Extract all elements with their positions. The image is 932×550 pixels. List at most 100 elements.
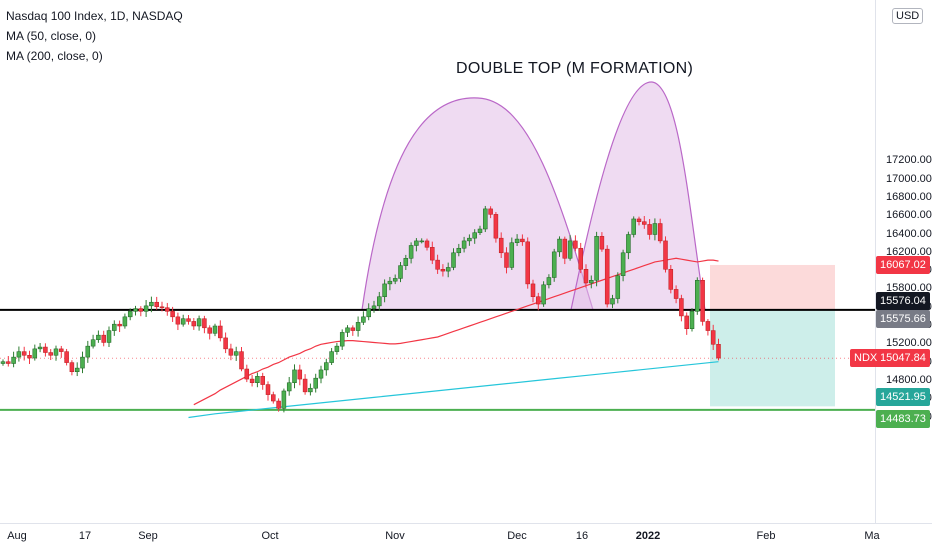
candle-up <box>451 252 456 268</box>
candle-up <box>255 376 260 383</box>
ma50-line <box>193 257 719 406</box>
candle-down <box>488 208 493 215</box>
candle-up <box>620 252 626 276</box>
candle-up <box>371 305 377 309</box>
candle-up <box>387 280 393 285</box>
candle-down <box>684 315 689 329</box>
time-tick-label: 16 <box>575 530 589 542</box>
time-tick-label: Ma <box>864 530 880 542</box>
candle-up <box>689 311 695 329</box>
candle-down <box>117 323 122 327</box>
candle-down <box>536 296 541 305</box>
candle-down <box>673 289 679 299</box>
candle-up <box>514 238 520 243</box>
price-tick-label: 14800.00 <box>886 373 932 386</box>
candle-up <box>472 232 477 239</box>
ndx-symbol: NDX <box>854 352 878 365</box>
candle-down <box>716 344 721 359</box>
candle-down <box>244 368 250 380</box>
candle-down <box>668 269 674 290</box>
candle-down <box>657 223 663 242</box>
candle-down <box>440 269 446 272</box>
position-zones <box>710 264 835 407</box>
candle-up <box>695 280 700 312</box>
legend-symbol[interactable]: Nasdaq 100 Index, 1D, NASDAQ <box>6 9 183 23</box>
time-tick-label: 2022 <box>635 530 661 542</box>
candle-up <box>615 275 621 299</box>
candle-down <box>520 238 525 243</box>
candle-down <box>636 218 642 222</box>
candle-up <box>445 267 451 272</box>
price-tick-label: 16200.00 <box>886 245 932 258</box>
candle-up <box>292 369 297 383</box>
candle-up <box>594 236 599 281</box>
candle-up <box>377 296 382 307</box>
second-top-arc <box>570 81 706 311</box>
candle-up <box>626 234 631 254</box>
candle-down <box>700 280 705 322</box>
double-top-annotation: DOUBLE TOP (M FORMATION) <box>456 60 694 77</box>
candle-up <box>567 240 573 259</box>
candle-up <box>366 308 371 318</box>
candle-up <box>403 258 409 266</box>
candle-up <box>509 242 515 268</box>
candle-up <box>610 298 615 305</box>
candle-down <box>663 240 668 270</box>
candle-down <box>186 318 191 322</box>
candle-up <box>361 316 366 323</box>
candle-up <box>11 356 16 364</box>
candle-up <box>313 377 318 389</box>
candle-down <box>27 355 32 359</box>
candle-down <box>228 348 234 356</box>
candle-down <box>6 361 11 364</box>
candle-up <box>286 382 292 392</box>
price-tag-neck1: 15576.04 <box>876 291 930 310</box>
candle-up <box>80 356 85 369</box>
candle-up <box>345 327 350 333</box>
price-tick-label: 15200.00 <box>886 337 932 350</box>
time-axis-separator <box>0 523 932 524</box>
currency-label[interactable]: USD <box>892 8 924 24</box>
price-tick-label: 17000.00 <box>886 172 932 185</box>
candle-down <box>159 306 165 309</box>
candle-up <box>541 284 546 305</box>
candle-up <box>149 301 154 307</box>
candle-down <box>276 400 281 409</box>
price-tag-support: 14483.73 <box>876 409 930 428</box>
candle-down <box>218 325 223 339</box>
candle-up <box>339 332 345 347</box>
candle-up <box>589 280 594 284</box>
price-tag-target: 14521.95 <box>876 388 930 407</box>
price-tick-label: 16800.00 <box>886 190 932 203</box>
price-tag-stop: 16067.02 <box>876 255 930 274</box>
candlesticks <box>0 205 721 413</box>
candle-down <box>504 252 509 268</box>
candle-up <box>382 283 387 297</box>
candle-down <box>138 308 144 312</box>
stop-loss-zone <box>710 264 835 310</box>
candle-up <box>414 240 419 246</box>
candle-down <box>525 241 530 285</box>
candle-up <box>652 223 658 235</box>
candle-up <box>122 316 128 327</box>
legend-ma200[interactable]: MA (200, close, 0) <box>6 49 103 63</box>
candle-up <box>324 362 329 371</box>
candle-down <box>64 351 69 363</box>
candle-down <box>599 236 605 250</box>
candle-down <box>679 298 684 317</box>
candle-down <box>647 224 652 235</box>
candle-up <box>112 323 117 331</box>
legend-ma50[interactable]: MA (50, close, 0) <box>6 29 97 43</box>
candle-up <box>233 351 239 356</box>
candle-down <box>530 283 536 297</box>
candle-up <box>90 339 96 347</box>
price-tick-label: 16600.00 <box>886 209 932 222</box>
time-tick-label: Sep <box>138 530 158 542</box>
candle-down <box>170 311 175 318</box>
candle-up <box>419 240 424 243</box>
candle-up <box>467 237 472 242</box>
candle-down <box>710 330 716 345</box>
candle-down <box>642 221 647 225</box>
candle-up <box>212 325 218 334</box>
